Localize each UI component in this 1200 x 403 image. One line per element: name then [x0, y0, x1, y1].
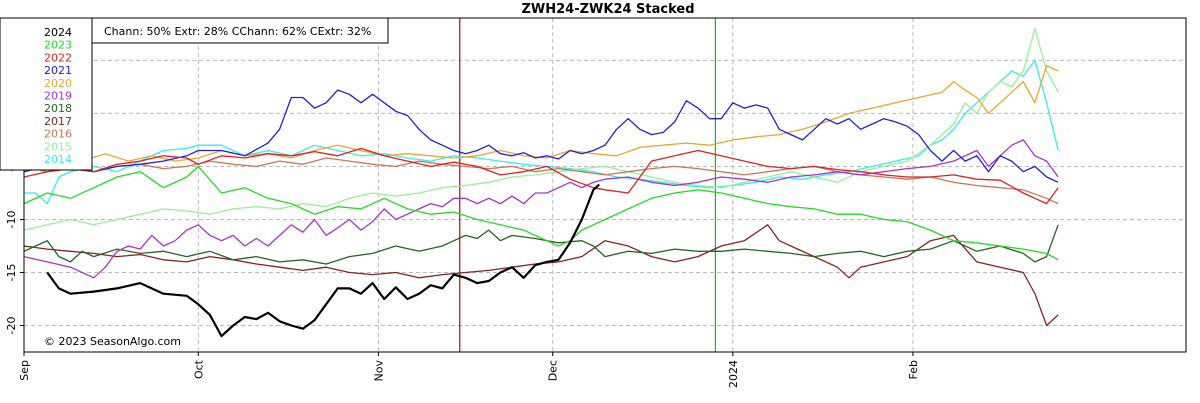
chart-title: ZWH24-ZWK24 Stacked [521, 2, 694, 17]
x-tick-label: Feb [907, 360, 920, 379]
y-tick-label: -10 [5, 210, 18, 228]
series-line-2019 [23, 139, 1059, 279]
x-tick-label: Sep [18, 360, 31, 381]
vertical-markers [459, 18, 716, 352]
series-line-2018 [23, 224, 1059, 265]
x-tick-label: Dec [547, 360, 560, 381]
x-tick-label: Nov [372, 360, 385, 382]
x-axis: Sep Oct Nov Dec 2024 Feb [18, 352, 920, 388]
legend-entry-2021: 2021 [44, 64, 72, 77]
legend-entry-2017: 2017 [44, 115, 72, 128]
series-line-2020 [23, 65, 1059, 168]
y-tick-label: -15 [5, 263, 18, 281]
series-group [23, 27, 1059, 338]
x-tick-label: Oct [192, 359, 205, 379]
legend-entry-2018: 2018 [44, 102, 72, 115]
legend: 2024202320222021202020192018201720162015… [0, 17, 93, 171]
legend-entry-2014: 2014 [44, 153, 72, 166]
series-line-2014 [24, 59, 1059, 205]
legend-box [0, 17, 93, 171]
legend-entry-2023: 2023 [44, 39, 72, 52]
legend-entry-2019: 2019 [44, 90, 72, 103]
x-tick-label: 2024 [727, 360, 740, 388]
y-tick-label: -20 [5, 317, 18, 335]
legend-entry-2020: 2020 [44, 77, 72, 90]
series-line-2017 [23, 224, 1059, 327]
legend-entry-2022: 2022 [44, 51, 72, 64]
series-line-2023 [23, 165, 1059, 261]
stats-box-frame [91, 17, 389, 44]
series-line-2021 [23, 89, 1059, 183]
legend-entry-2016: 2016 [44, 128, 72, 141]
series-line-2015 [23, 27, 1059, 231]
legend-entry-2024: 2024 [44, 26, 72, 39]
series-line-2024 [46, 183, 600, 338]
watermark: © 2023 SeasonAlgo.com [44, 335, 181, 348]
legend-entry-2015: 2015 [44, 140, 72, 153]
series-line-2022 [23, 147, 1059, 205]
plot-frame [23, 17, 1187, 353]
stats-box: Chann: 50% Extr: 28% CChann: 62% CExtr: … [91, 17, 389, 44]
stats-text: Chann: 50% Extr: 28% CChann: 62% CExtr: … [104, 25, 371, 38]
